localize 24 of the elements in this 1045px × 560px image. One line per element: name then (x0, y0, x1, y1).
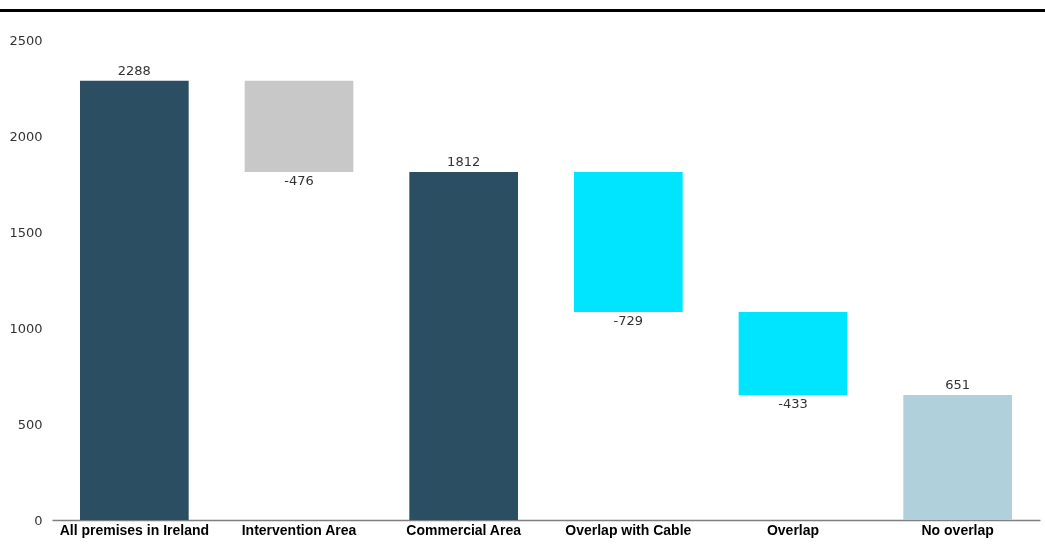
y-tick-label: 0 (34, 512, 43, 528)
data-label: -729 (613, 313, 644, 329)
data-label: 1812 (447, 154, 481, 170)
y-tick-label: 2500 (9, 32, 43, 48)
bar (79, 80, 189, 520)
bar (903, 395, 1013, 520)
y-tick-label: 1000 (9, 320, 43, 336)
y-tick-label: 1500 (9, 224, 43, 240)
bar (573, 172, 683, 313)
data-label: -433 (778, 396, 808, 412)
data-label: 651 (945, 377, 971, 393)
y-tick-label: 500 (17, 416, 43, 432)
y-tick-label: 2000 (9, 128, 43, 144)
x-tick-label: Intervention Area (241, 521, 357, 538)
x-tick-label: Overlap (766, 521, 820, 538)
data-label: 2288 (117, 62, 151, 78)
x-tick-label: Overlap with Cable (565, 521, 692, 538)
bar (409, 172, 519, 520)
data-label: -476 (284, 173, 314, 189)
bar (244, 80, 354, 173)
x-tick-label: No overlap (921, 521, 994, 538)
x-tick-label: Commercial Area (406, 521, 522, 538)
bar (738, 312, 848, 396)
x-tick-label: All premises in Ireland (59, 521, 210, 538)
